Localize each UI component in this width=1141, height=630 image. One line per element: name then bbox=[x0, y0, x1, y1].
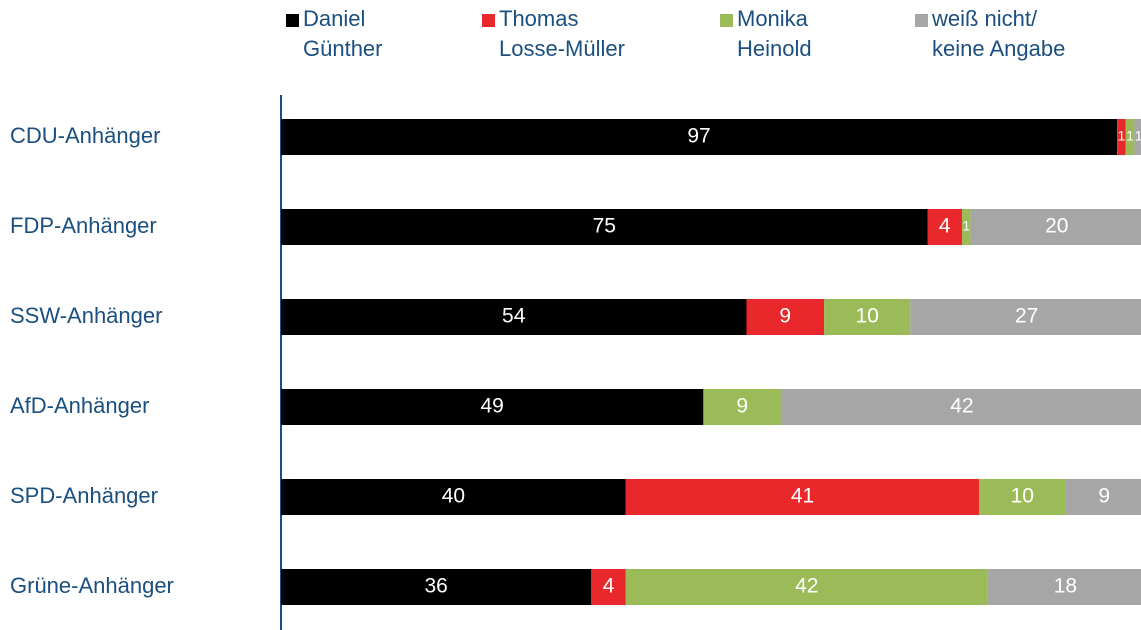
data-label: 1 bbox=[1118, 128, 1126, 144]
data-label: 1 bbox=[1135, 128, 1141, 144]
data-label: 9 bbox=[736, 395, 748, 418]
data-label: 40 bbox=[442, 485, 465, 508]
category-label: SSW-Anhänger bbox=[10, 303, 162, 328]
bar-segment bbox=[910, 299, 1141, 335]
bar-segment bbox=[281, 209, 928, 245]
bar-segment bbox=[1117, 119, 1126, 155]
bar-segment bbox=[1125, 119, 1135, 155]
bar-segment bbox=[927, 209, 962, 245]
legend-label: weiß nicht/ keine Angabe bbox=[932, 6, 1066, 61]
legend-label: Monika Heinold bbox=[737, 6, 812, 61]
bar-segment bbox=[281, 299, 747, 335]
bar-segment bbox=[987, 569, 1141, 605]
data-label: 9 bbox=[1098, 485, 1110, 508]
category-label: SPD-Anhänger bbox=[10, 483, 158, 508]
data-label: 4 bbox=[603, 575, 615, 598]
data-label: 36 bbox=[424, 575, 447, 598]
legend-label: Daniel Günther bbox=[303, 6, 383, 61]
category-label: Grüne-Anhänger bbox=[10, 573, 174, 598]
bar-segment bbox=[824, 299, 911, 335]
bar-segment bbox=[625, 479, 980, 515]
bar-segment bbox=[961, 209, 971, 245]
category-label: FDP-Anhänger bbox=[10, 213, 157, 238]
bar-segment bbox=[780, 389, 1141, 425]
legend-entry: Thomas Losse-Müller bbox=[482, 4, 625, 64]
bar-segment bbox=[1134, 119, 1141, 155]
bar-segment bbox=[591, 569, 626, 605]
data-label: 75 bbox=[593, 215, 616, 238]
data-label: 10 bbox=[855, 305, 878, 328]
legend-entry: Daniel Günther bbox=[286, 4, 383, 64]
bar-segment bbox=[281, 479, 626, 515]
category-label: CDU-Anhänger bbox=[10, 123, 160, 148]
bar-segment bbox=[970, 209, 1141, 245]
bar-segment bbox=[1065, 479, 1141, 515]
legend-entry: weiß nicht/ keine Angabe bbox=[915, 4, 1066, 64]
data-label: 4 bbox=[939, 215, 951, 238]
data-label: 10 bbox=[1011, 485, 1034, 508]
bar-segment bbox=[281, 389, 704, 425]
category-label: AfD-Anhänger bbox=[10, 393, 149, 418]
data-label: 41 bbox=[791, 485, 814, 508]
legend-swatch bbox=[286, 14, 299, 27]
bar-segment bbox=[281, 119, 1118, 155]
legend-label: Thomas Losse-Müller bbox=[499, 6, 625, 61]
legend-swatch bbox=[915, 14, 928, 27]
data-label: 20 bbox=[1045, 215, 1068, 238]
bar-segment bbox=[625, 569, 988, 605]
data-label: 27 bbox=[1015, 305, 1038, 328]
data-label: 9 bbox=[779, 305, 791, 328]
legend-entry: Monika Heinold bbox=[720, 4, 812, 64]
data-label: 54 bbox=[502, 305, 526, 328]
data-label: 49 bbox=[481, 395, 504, 418]
bar-segment bbox=[703, 389, 781, 425]
data-label: 42 bbox=[950, 395, 973, 418]
legend-swatch bbox=[482, 14, 495, 27]
data-label: 1 bbox=[1126, 128, 1134, 144]
bar-segment bbox=[281, 569, 592, 605]
data-label: 97 bbox=[687, 125, 710, 148]
legend-swatch bbox=[720, 14, 733, 27]
bar-segment bbox=[979, 479, 1066, 515]
data-label: 42 bbox=[795, 575, 818, 598]
data-label: 1 bbox=[962, 218, 970, 234]
bar-segment bbox=[746, 299, 825, 335]
data-label: 18 bbox=[1054, 575, 1077, 598]
